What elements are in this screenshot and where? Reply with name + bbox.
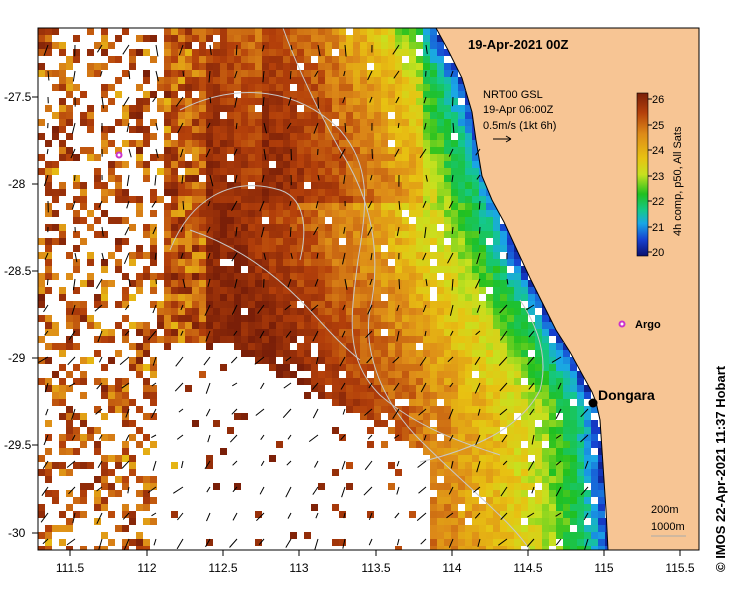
dongara-label: Dongara <box>598 387 655 403</box>
credit-text: © IMOS 22-Apr-2021 11:37 Hobart <box>713 365 728 572</box>
colorbar-tick-label: 21 <box>652 222 664 234</box>
x-tick-label: 114 <box>442 561 461 575</box>
x-tick-label: 115.5 <box>665 561 694 575</box>
argo-float-marker <box>115 151 123 159</box>
map-plot-area <box>38 28 699 550</box>
y-tick-label: -28.5 <box>4 264 32 278</box>
x-tick-label: 114.5 <box>513 561 542 575</box>
colorbar <box>636 92 649 257</box>
colorbar-tick-label: 23 <box>652 171 664 183</box>
colorbar-tick-label: 22 <box>652 196 664 208</box>
depth-legend-1000m: 1000m <box>651 521 685 533</box>
scale-arrow-icon <box>493 135 512 143</box>
colorbar-label: 4h comp, p50, All Sats <box>672 126 684 236</box>
colorbar-tick-label: 26 <box>652 94 664 106</box>
y-tick-label: -29 <box>8 351 26 365</box>
argo-label: Argo <box>635 319 661 331</box>
y-tick-label: -27.5 <box>4 90 32 104</box>
isobaths <box>169 28 544 550</box>
map-title: 19-Apr-2021 00Z <box>468 37 568 52</box>
colorbar-tick-label: 25 <box>652 120 664 132</box>
x-axis-ticks <box>69 550 681 556</box>
y-tick-label: -30 <box>8 526 26 540</box>
x-tick-label: 112.5 <box>208 561 237 575</box>
x-tick-label: 113.5 <box>361 561 390 575</box>
velocity-legend-line1: NRT00 GSL <box>483 89 543 101</box>
colorbar-ticks <box>648 98 652 253</box>
argo-float-marker <box>618 320 626 328</box>
colorbar-tick-label: 24 <box>652 145 664 157</box>
velocity-legend-line2: 19-Apr 06:00Z <box>483 104 554 116</box>
x-tick-label: 112 <box>137 561 156 575</box>
y-tick-label: -28 <box>8 177 26 191</box>
depth-legend-200m: 200m <box>651 504 679 516</box>
x-tick-label: 115 <box>594 561 613 575</box>
current-vectors <box>38 44 589 550</box>
x-tick-label: 113 <box>289 561 308 575</box>
sst-field <box>38 28 612 550</box>
y-axis-ticks <box>32 96 38 534</box>
land-mass <box>435 28 699 550</box>
dongara-marker <box>588 398 598 408</box>
x-tick-label: 111.5 <box>56 561 85 575</box>
velocity-legend-line3: 0.5m/s (1kt 6h) <box>483 120 556 132</box>
colorbar-tick-label: 20 <box>652 247 664 259</box>
plot-frame <box>37 27 700 551</box>
y-tick-label: -29.5 <box>4 438 32 452</box>
